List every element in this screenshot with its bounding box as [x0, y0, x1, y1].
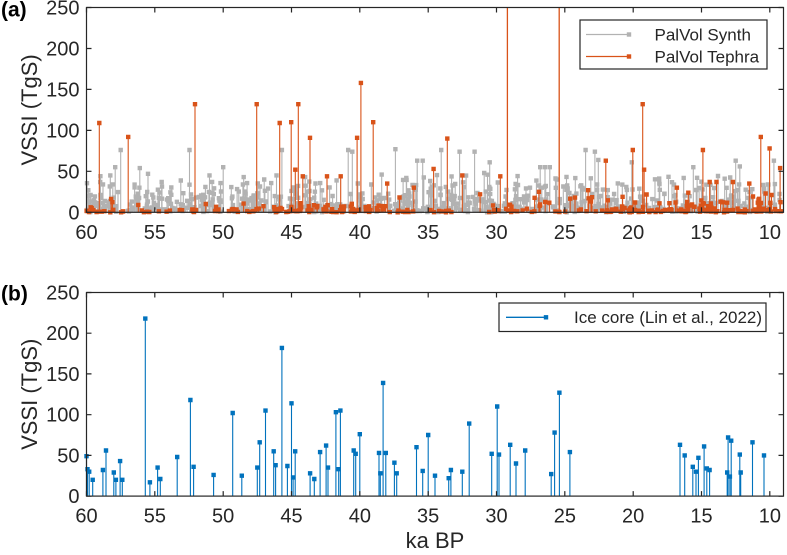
- svg-text:45: 45: [280, 505, 302, 527]
- svg-text:60: 60: [75, 505, 97, 527]
- svg-text:150: 150: [46, 364, 79, 386]
- svg-text:50: 50: [57, 161, 79, 183]
- svg-text:10: 10: [759, 222, 781, 244]
- svg-text:15: 15: [690, 222, 712, 244]
- svg-text:(a): (a): [1, 0, 27, 22]
- svg-text:20: 20: [622, 505, 644, 527]
- svg-text:25: 25: [554, 505, 576, 527]
- svg-text:15: 15: [690, 505, 712, 527]
- svg-text:50: 50: [212, 222, 234, 244]
- svg-text:55: 55: [144, 222, 166, 244]
- svg-text:60: 60: [75, 222, 97, 244]
- svg-text:250: 250: [46, 0, 79, 20]
- svg-text:0: 0: [68, 202, 79, 224]
- svg-text:35: 35: [417, 505, 439, 527]
- svg-text:Ice core (Lin et al., 2022): Ice core (Lin et al., 2022): [574, 308, 762, 327]
- svg-text:10: 10: [759, 505, 781, 527]
- svg-text:ka BP: ka BP: [406, 528, 465, 550]
- svg-text:45: 45: [280, 222, 302, 244]
- svg-text:40: 40: [349, 505, 371, 527]
- svg-text:250: 250: [46, 283, 79, 305]
- svg-text:100: 100: [46, 405, 79, 427]
- svg-text:40: 40: [349, 222, 371, 244]
- svg-text:PalVol Tephra: PalVol Tephra: [655, 47, 760, 66]
- svg-text:(b): (b): [1, 283, 28, 306]
- svg-text:150: 150: [46, 79, 79, 101]
- svg-text:VSSI (TgS): VSSI (TgS): [17, 339, 42, 450]
- svg-text:200: 200: [46, 38, 79, 60]
- svg-text:0: 0: [68, 486, 79, 508]
- svg-text:100: 100: [46, 120, 79, 142]
- svg-text:20: 20: [622, 222, 644, 244]
- svg-text:55: 55: [144, 505, 166, 527]
- svg-text:35: 35: [417, 222, 439, 244]
- svg-text:50: 50: [212, 505, 234, 527]
- svg-text:30: 30: [485, 505, 507, 527]
- svg-text:VSSI (TgS): VSSI (TgS): [17, 54, 42, 165]
- svg-text:PalVol Synth: PalVol Synth: [655, 25, 751, 44]
- svg-text:50: 50: [57, 445, 79, 467]
- svg-text:25: 25: [554, 222, 576, 244]
- svg-text:200: 200: [46, 323, 79, 345]
- svg-text:30: 30: [485, 222, 507, 244]
